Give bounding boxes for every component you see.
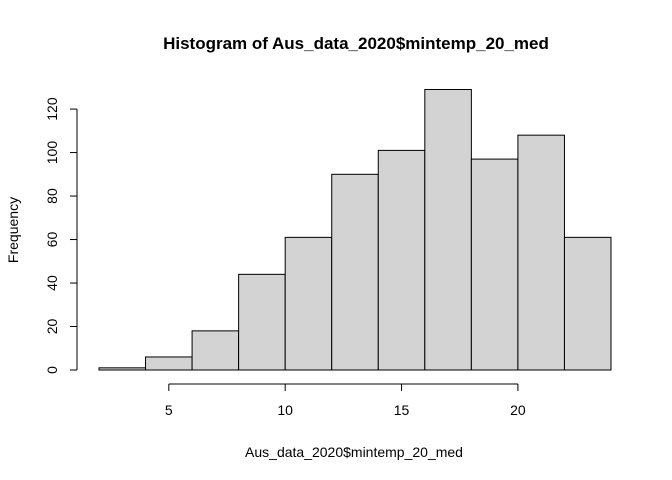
y-tick-label-60: 60 <box>44 232 60 248</box>
histogram-bar-4 <box>238 273 286 371</box>
histogram-bar-10 <box>517 134 565 371</box>
histogram-bar-7 <box>377 149 426 371</box>
histogram-bar-1 <box>98 367 147 371</box>
y-tick-label-80: 80 <box>44 188 60 204</box>
histogram-bar-11 <box>563 236 612 371</box>
y-tick-label-40: 40 <box>44 275 60 291</box>
y-axis-label: Frequency <box>5 197 21 263</box>
x-tick-label-10: 10 <box>277 402 293 418</box>
histogram-bar-3 <box>191 330 240 371</box>
histogram-bar-5 <box>284 236 333 371</box>
bars-group <box>98 89 612 371</box>
histogram-bar-2 <box>145 356 193 371</box>
histogram-bar-6 <box>331 173 379 371</box>
histogram-bar-9 <box>470 158 519 371</box>
histogram-bar-8 <box>424 89 472 371</box>
x-tick-label-15: 15 <box>394 402 410 418</box>
y-tick-label-100: 100 <box>44 141 60 165</box>
x-axis-label: Aus_data_2020$mintemp_20_med <box>245 444 463 460</box>
x-tick-label-5: 5 <box>165 402 173 418</box>
y-axis: 0 20 40 60 80 100 120 <box>44 97 78 374</box>
x-tick-label-20: 20 <box>510 402 526 418</box>
chart-title: Histogram of Aus_data_2020$mintemp_20_me… <box>163 34 549 53</box>
y-tick-label-120: 120 <box>44 97 60 121</box>
x-axis: 5 10 15 20 <box>165 383 526 418</box>
y-tick-label-20: 20 <box>44 319 60 335</box>
y-tick-label-0: 0 <box>44 366 60 374</box>
